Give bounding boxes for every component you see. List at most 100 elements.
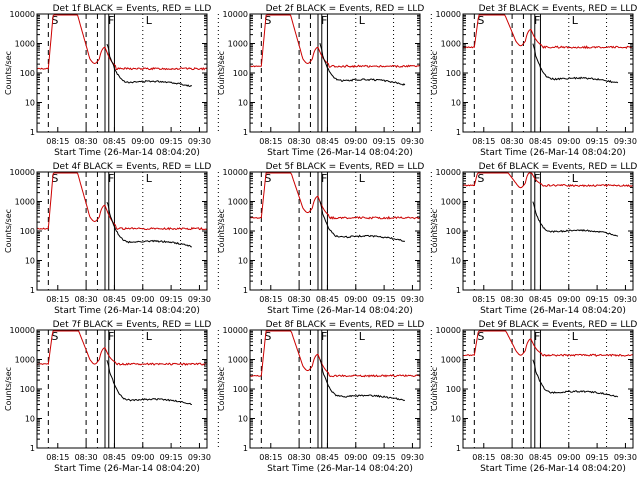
x-tick-label: 08:30 xyxy=(75,137,98,146)
x-tick-label: 08:30 xyxy=(501,453,524,462)
x-tick-label: 08:45 xyxy=(316,295,339,304)
marker-letter: F xyxy=(321,172,327,185)
y-tick-label: 10 xyxy=(238,99,248,108)
plot-frame xyxy=(36,329,208,449)
y-tick-label: 1000 xyxy=(441,198,461,207)
y-axis-label: Counts/sec xyxy=(217,209,226,253)
x-tick-label: 09:30 xyxy=(614,137,637,146)
x-tick-label: 08:30 xyxy=(288,295,311,304)
lld-red-series-line xyxy=(36,330,208,366)
y-tick-label: 10000 xyxy=(223,326,248,335)
x-tick-label: 08:45 xyxy=(103,137,126,146)
x-tick-label: 08:30 xyxy=(75,453,98,462)
y-tick-label: 10 xyxy=(451,257,461,266)
panel-title: Det 2f BLACK = Events, RED = LLD xyxy=(266,4,425,14)
y-axis-label: Counts/sec xyxy=(4,209,13,253)
x-tick-label: 09:15 xyxy=(160,453,183,462)
plot-frame xyxy=(249,329,421,449)
y-tick-label: 10000 xyxy=(10,168,35,177)
events-black-series-line xyxy=(532,43,619,84)
plot-frame xyxy=(462,329,634,449)
x-tick-label: 09:15 xyxy=(586,453,609,462)
x-axis-label: Start Time (26-Mar-14 08:04:20) xyxy=(54,306,200,316)
y-tick-label: 1000 xyxy=(15,40,35,49)
x-tick-label: 09:15 xyxy=(160,295,183,304)
y-tick-label: 100 xyxy=(446,385,461,394)
x-tick-label: 08:15 xyxy=(46,295,69,304)
events-black-series-line xyxy=(106,201,192,248)
x-axis-label: Start Time (26-Mar-14 08:04:20) xyxy=(54,464,200,474)
panel-title: Det 3f BLACK = Events, RED = LLD xyxy=(479,4,638,14)
x-tick-label: 08:15 xyxy=(259,453,282,462)
x-tick-label: 08:45 xyxy=(103,453,126,462)
y-axis-label: Counts/sec xyxy=(4,51,13,95)
marker-letter: S xyxy=(51,172,58,185)
marker-letter: S xyxy=(264,172,271,185)
x-axis-label: Start Time (26-Mar-14 08:04:20) xyxy=(480,306,626,316)
x-tick-label: 08:30 xyxy=(501,137,524,146)
marker-letter: L xyxy=(359,330,366,343)
marker-letter: F xyxy=(534,172,540,185)
x-tick-label: 09:30 xyxy=(401,137,424,146)
y-tick-label: 10 xyxy=(238,257,248,266)
x-tick-label: 08:15 xyxy=(259,295,282,304)
panel-title: Det 6f BLACK = Events, RED = LLD xyxy=(479,162,638,172)
marker-letter: S xyxy=(264,14,271,27)
y-tick-label: 1 xyxy=(30,444,35,453)
y-tick-label: 10000 xyxy=(223,168,248,177)
x-tick-label: 08:45 xyxy=(529,453,552,462)
y-axis-label: Counts/sec xyxy=(430,209,439,253)
marker-letter: F xyxy=(108,172,114,185)
y-tick-label: 1 xyxy=(456,444,461,453)
x-tick-label: 08:15 xyxy=(472,137,495,146)
y-tick-label: 1 xyxy=(243,286,248,295)
x-tick-label: 08:45 xyxy=(316,453,339,462)
lld-red-series-line xyxy=(36,172,208,231)
x-tick-label: 09:30 xyxy=(401,453,424,462)
x-tick-label: 09:15 xyxy=(586,137,609,146)
x-tick-label: 08:45 xyxy=(529,137,552,146)
marker-letter: L xyxy=(572,330,579,343)
x-tick-label: 08:30 xyxy=(501,295,524,304)
x-tick-label: 09:00 xyxy=(344,137,367,146)
lld-red-series-line xyxy=(249,14,421,69)
events-black-series-line xyxy=(319,42,406,86)
events-black-series-line xyxy=(532,201,619,237)
x-tick-label: 09:00 xyxy=(344,453,367,462)
y-axis-label: Counts/sec xyxy=(217,51,226,95)
marker-letter: S xyxy=(51,330,58,343)
x-tick-label: 08:15 xyxy=(46,453,69,462)
marker-letter: L xyxy=(146,14,153,27)
y-tick-label: 1 xyxy=(30,128,35,137)
y-tick-label: 1 xyxy=(456,286,461,295)
y-tick-label: 10000 xyxy=(10,10,35,19)
x-tick-label: 09:30 xyxy=(188,453,211,462)
marker-letter: S xyxy=(477,330,484,343)
x-tick-label: 09:15 xyxy=(373,137,396,146)
events-black-series-line xyxy=(106,43,192,87)
y-tick-label: 1 xyxy=(30,286,35,295)
y-tick-label: 10000 xyxy=(10,326,35,335)
y-tick-label: 10 xyxy=(238,415,248,424)
plot-frame xyxy=(249,13,421,133)
y-tick-label: 10000 xyxy=(436,10,461,19)
plot-frame xyxy=(249,171,421,291)
y-tick-label: 10000 xyxy=(436,326,461,335)
x-tick-label: 09:15 xyxy=(373,453,396,462)
x-tick-label: 09:30 xyxy=(614,295,637,304)
marker-letter: S xyxy=(264,330,271,343)
x-tick-label: 09:30 xyxy=(401,295,424,304)
y-tick-label: 1 xyxy=(243,444,248,453)
lld-red-series-line xyxy=(462,14,634,50)
marker-letter: F xyxy=(108,14,114,27)
x-axis-label: Start Time (26-Mar-14 08:04:20) xyxy=(267,306,413,316)
y-axis-label: Counts/sec xyxy=(430,367,439,411)
marker-letter: F xyxy=(534,14,540,27)
x-tick-label: 08:15 xyxy=(46,137,69,146)
y-tick-label: 1000 xyxy=(441,40,461,49)
x-axis-label: Start Time (26-Mar-14 08:04:20) xyxy=(480,464,626,474)
